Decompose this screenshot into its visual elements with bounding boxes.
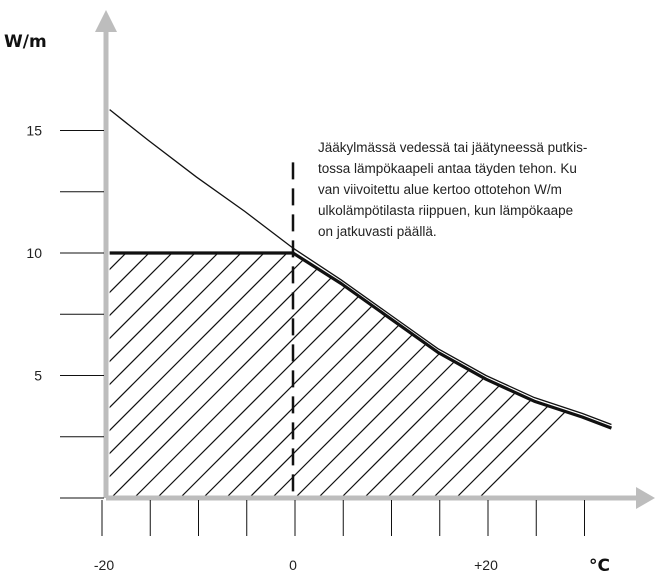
hatch-line: [109, 253, 295, 498]
hatch-line: [156, 253, 456, 498]
hatch-line: [478, 253, 612, 498]
annotation: Jääkylmässä vedessä tai jäätyneessä putk…: [318, 140, 587, 239]
annotation-line: tossa lämpökaapeli antaa täyden tehon. K…: [318, 161, 577, 176]
hatch-line: [294, 253, 594, 498]
hatch-line: [386, 253, 612, 498]
hatch-line: [109, 253, 318, 498]
x-axis-title: °C: [589, 556, 610, 571]
hatch-line: [202, 253, 502, 498]
annotation-line: van viivoitettu alue kertoo ottotehon W/…: [318, 182, 562, 197]
hatch-line: [432, 253, 612, 498]
x-tick-label: +20: [474, 557, 498, 571]
hatch-lines: [0, 200, 612, 498]
hatch-line: [340, 253, 612, 498]
hatch-line: [409, 253, 612, 498]
series-lines: [109, 109, 613, 430]
x-axis-arrow: [636, 487, 655, 509]
x-tick-label: -20: [94, 557, 114, 571]
y-axis-arrow: [95, 10, 117, 32]
hatch-line: [363, 253, 612, 498]
axes: [95, 10, 655, 509]
hatch-line: [133, 253, 433, 498]
hatch-line: [248, 253, 548, 498]
hatch-line: [109, 253, 364, 498]
hatch-line: [455, 253, 612, 498]
hatch-line: [317, 253, 612, 498]
ticks: 5 10 15 -20 0 +20: [26, 123, 585, 571]
hatch-line: [271, 253, 571, 498]
hatch-line: [179, 253, 479, 498]
hatch-line: [109, 253, 111, 498]
y-tick-label: 5: [34, 368, 42, 384]
hatch-line: [109, 253, 387, 498]
hatch-line: [225, 253, 525, 498]
thin-series-line: [109, 109, 612, 426]
hatch-line: [109, 253, 341, 498]
hatch-line: [0, 200, 87, 498]
thick-series-line: [109, 251, 613, 430]
hatched-area: [0, 200, 612, 498]
y-tick-label: 10: [26, 245, 42, 261]
y-axis-title: W/m: [4, 32, 47, 52]
x-tick-label: 0: [289, 557, 297, 571]
hatch-line: [109, 253, 134, 498]
annotation-line: ulkolämpötilasta riippuen, kun lämpökaap…: [318, 203, 573, 218]
annotation-line: on jatkuvasti päällä.: [318, 224, 437, 239]
hatch-line: [109, 253, 272, 498]
annotation-line: Jääkylmässä vedessä tai jäätyneessä putk…: [318, 140, 587, 155]
hatch-line: [110, 253, 410, 498]
hatch-line: [0, 200, 18, 498]
y-tick-label: 15: [26, 123, 42, 139]
